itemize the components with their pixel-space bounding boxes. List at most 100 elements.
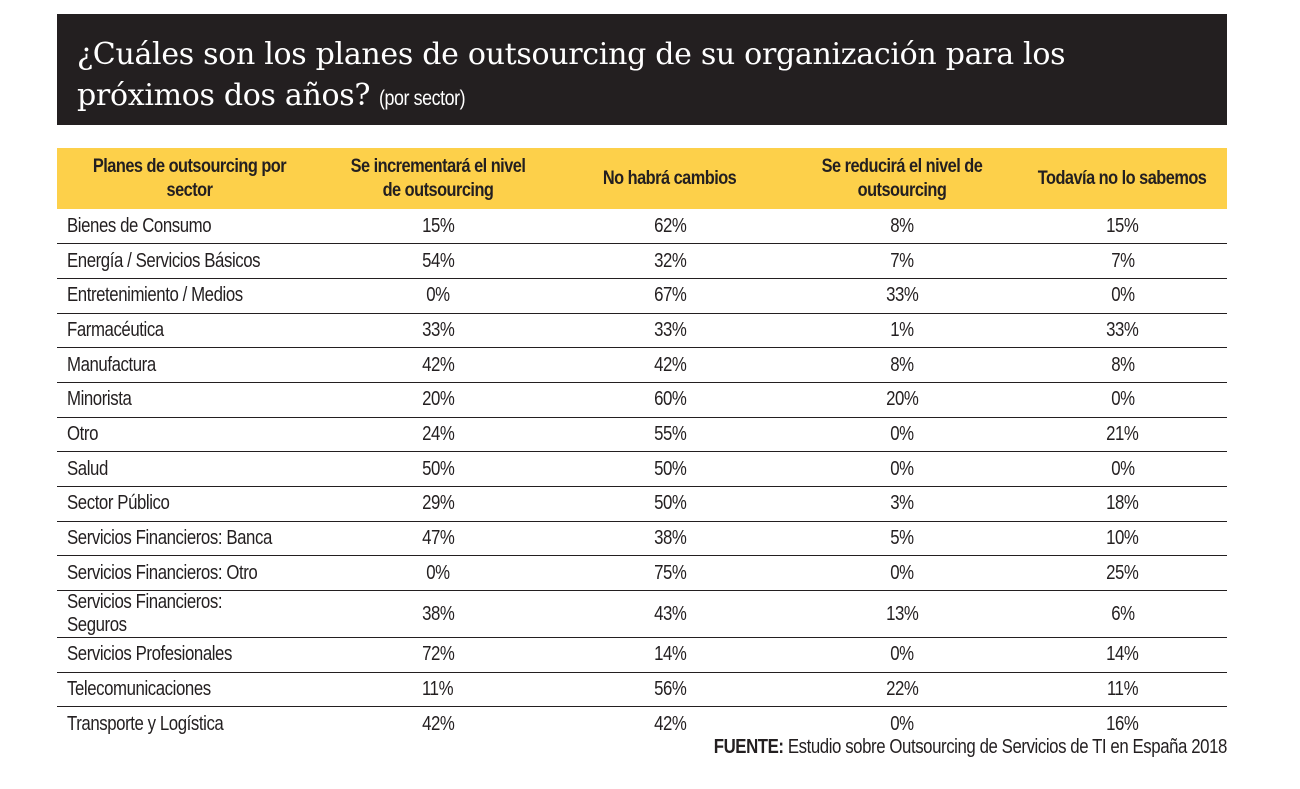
percentage-cell: 20% — [786, 382, 1018, 417]
percentage-value: 38% — [421, 602, 455, 625]
percentage-value: 13% — [885, 602, 919, 625]
title-banner: ¿Cuáles son los planes de outsourcing de… — [57, 14, 1227, 125]
percentage-cell: 42% — [554, 348, 786, 383]
percentage-value: 15% — [1106, 214, 1139, 237]
sector-label: Servicios Financieros: Otro — [67, 561, 258, 584]
percentage-value: 42% — [653, 713, 687, 736]
outsourcing-plans-table: Planes de outsourcing por sector Se incre… — [57, 148, 1227, 742]
percentage-cell: 42% — [554, 707, 786, 742]
percentage-value: 8% — [890, 353, 914, 376]
percentage-cell: 11% — [1018, 672, 1227, 707]
percentage-value: 0% — [1110, 284, 1135, 307]
percentage-value: 0% — [890, 561, 914, 584]
percentage-value: 43% — [653, 602, 687, 625]
percentage-value: 21% — [1106, 422, 1139, 445]
percentage-cell: 75% — [554, 556, 786, 591]
percentage-value: 3% — [890, 492, 914, 515]
percentage-cell: 0% — [786, 556, 1018, 591]
percentage-cell: 60% — [554, 382, 786, 417]
percentage-cell: 18% — [1018, 487, 1227, 522]
source-note: FUENTE: Estudio sobre Outsourcing de Ser… — [714, 736, 1228, 759]
percentage-cell: 25% — [1018, 556, 1227, 591]
percentage-cell: 0% — [322, 278, 554, 313]
percentage-value: 33% — [885, 284, 919, 307]
percentage-value: 0% — [426, 561, 450, 584]
percentage-cell: 42% — [322, 707, 554, 742]
column-header: Planes de outsourcing por sector — [57, 148, 322, 209]
column-header: Todavía no lo sabemos — [1018, 148, 1227, 209]
column-header-label: Se incrementará el nivel de outsourcing — [350, 155, 526, 201]
percentage-cell: 15% — [1018, 209, 1227, 244]
percentage-cell: 50% — [554, 452, 786, 487]
percentage-cell: 50% — [554, 487, 786, 522]
percentage-value: 16% — [1106, 713, 1139, 736]
table-row: Servicios Financieros: Otro 0% 75% 0% 25% — [57, 556, 1227, 591]
column-header-label: Se reducirá el nivel de outsourcing — [821, 155, 983, 201]
percentage-cell: 11% — [322, 672, 554, 707]
percentage-value: 42% — [421, 353, 455, 376]
percentage-value: 33% — [1106, 318, 1139, 341]
percentage-value: 50% — [421, 457, 455, 480]
table-row: Manufactura 42% 42% 8% 8% — [57, 348, 1227, 383]
percentage-value: 24% — [421, 422, 455, 445]
column-header: Se incrementará el nivel de outsourcing — [322, 148, 554, 209]
percentage-value: 8% — [1110, 353, 1135, 376]
sector-label: Servicios Profesionales — [67, 643, 232, 666]
sector-cell: Salud — [57, 452, 322, 487]
table-row: Minorista 20% 60% 20% 0% — [57, 382, 1227, 418]
column-header: No habrá cambios — [554, 148, 786, 209]
sector-label: Minorista — [67, 388, 132, 411]
percentage-cell: 22% — [786, 672, 1018, 707]
percentage-cell: 8% — [1018, 348, 1227, 383]
percentage-value: 0% — [1110, 457, 1135, 480]
percentage-cell: 0% — [786, 417, 1018, 452]
percentage-cell: 13% — [786, 591, 1018, 638]
percentage-cell: 43% — [554, 591, 786, 638]
percentage-cell: 0% — [322, 556, 554, 591]
percentage-cell: 42% — [322, 348, 554, 383]
percentage-cell: 38% — [322, 591, 554, 638]
table-row: Bienes de Consumo 15% 62% 8% 15% — [57, 209, 1227, 244]
percentage-cell: 62% — [554, 209, 786, 244]
percentage-cell: 33% — [786, 278, 1018, 313]
percentage-cell: 3% — [786, 487, 1018, 522]
percentage-cell: 54% — [322, 244, 554, 279]
percentage-cell: 33% — [322, 313, 554, 348]
percentage-value: 14% — [653, 643, 687, 666]
percentage-value: 47% — [421, 527, 455, 550]
title-line-1: ¿Cuáles son los planes de outsourcing de… — [77, 37, 1066, 72]
percentage-cell: 72% — [322, 638, 554, 673]
percentage-value: 42% — [653, 353, 687, 376]
percentage-cell: 32% — [554, 244, 786, 279]
table-row: Salud 50% 50% 0% 0% — [57, 452, 1227, 487]
sector-cell: Sector Público — [57, 487, 322, 522]
table-row: Entretenimiento / Medios 0% 67% 33% 0% — [57, 278, 1227, 314]
sector-label: Transporte y Logística — [67, 713, 224, 736]
sector-label: Salud — [67, 457, 108, 480]
page-title: ¿Cuáles son los planes de outsourcing de… — [77, 34, 1227, 119]
sector-cell: Servicios Financieros: Otro — [57, 556, 322, 591]
table-header-row: Planes de outsourcing por sector Se incre… — [57, 148, 1227, 209]
sector-label: Manufactura — [67, 353, 156, 376]
percentage-value: 32% — [653, 249, 687, 272]
table-row: Servicios Financieros: Banca 47% 38% 5% 10% — [57, 521, 1227, 556]
sector-cell: Servicios Financieros: Banca — [57, 521, 322, 556]
percentage-value: 25% — [1106, 561, 1139, 584]
percentage-value: 0% — [890, 713, 914, 736]
sector-label: Servicios Financieros: Seguros — [67, 591, 223, 637]
sector-label: Bienes de Consumo — [67, 214, 212, 237]
table-row: Otro 24% 55% 0% 21% — [57, 417, 1227, 452]
percentage-value: 33% — [421, 318, 455, 341]
sector-cell: Farmacéutica — [57, 313, 322, 348]
percentage-cell: 16% — [1018, 707, 1227, 742]
percentage-value: 0% — [1110, 388, 1135, 411]
percentage-value: 29% — [421, 492, 455, 515]
percentage-cell: 21% — [1018, 417, 1227, 452]
percentage-value: 42% — [421, 713, 455, 736]
sector-cell: Transporte y Logística — [57, 707, 322, 742]
percentage-value: 67% — [653, 284, 687, 307]
sector-cell: Otro — [57, 417, 322, 452]
sector-label: Otro — [67, 422, 99, 445]
percentage-cell: 1% — [786, 313, 1018, 348]
percentage-cell: 47% — [322, 521, 554, 556]
